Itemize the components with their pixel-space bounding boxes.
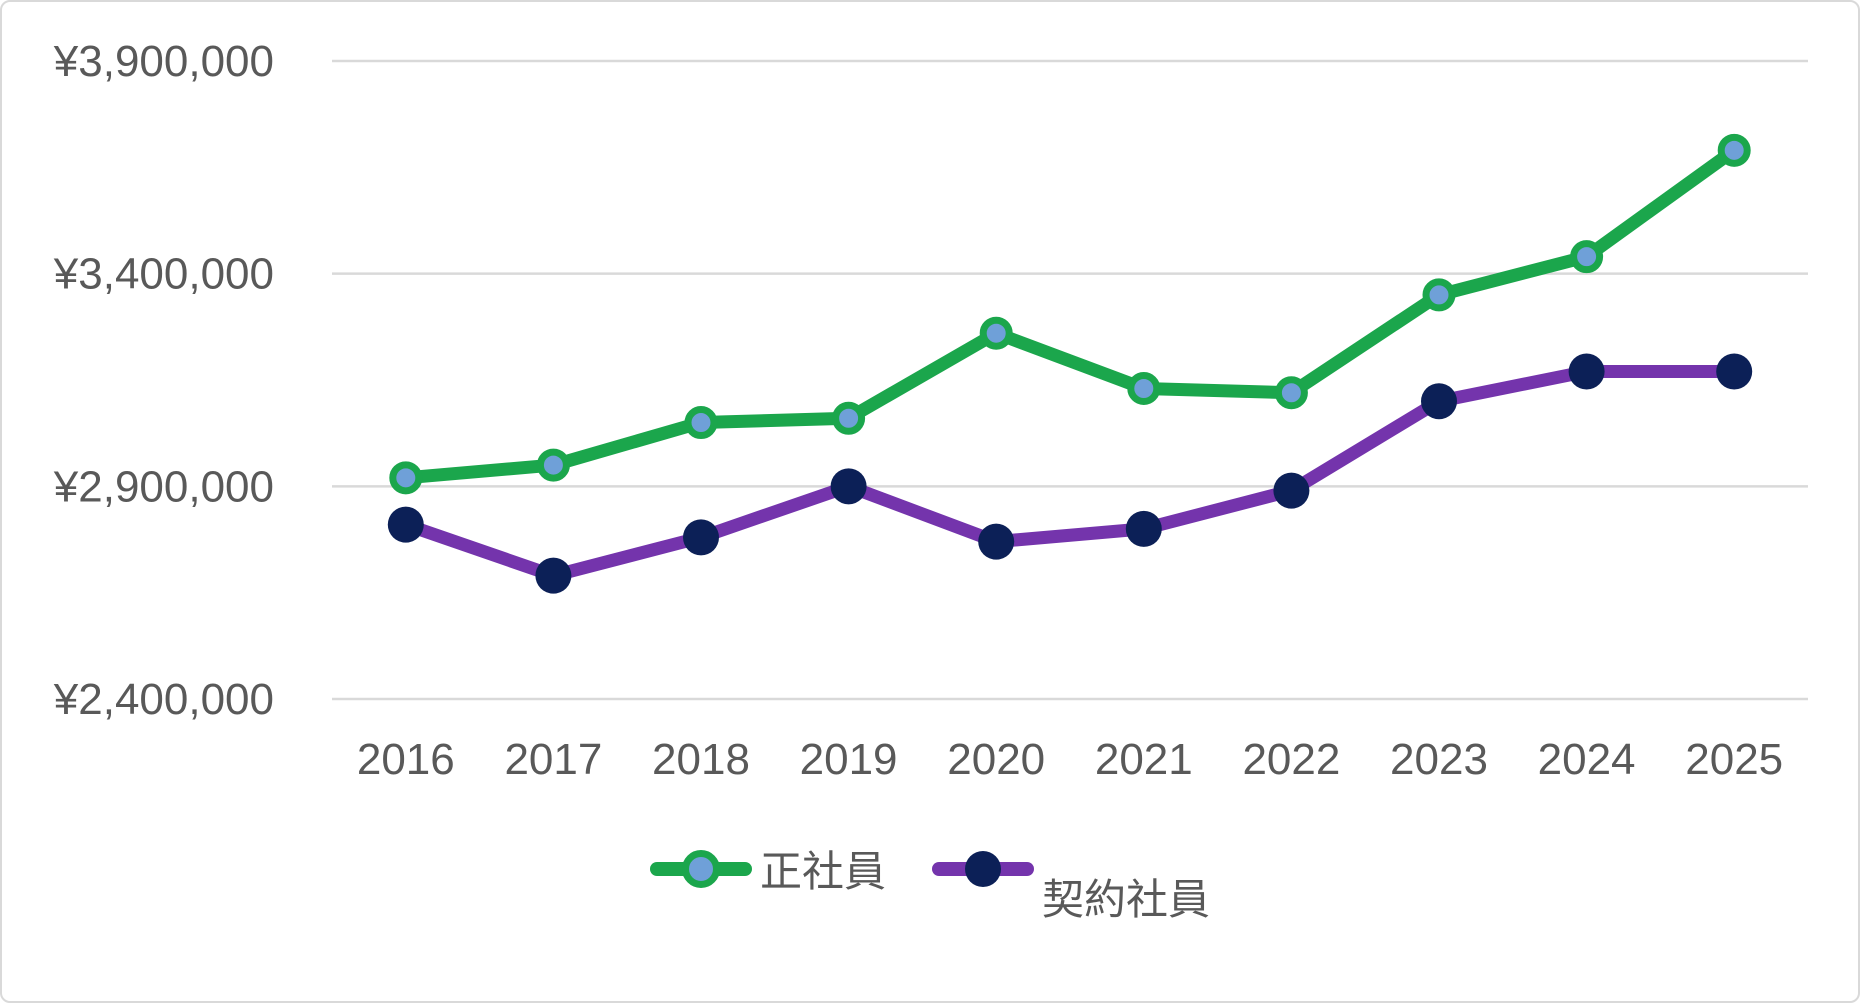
data-point-marker[interactable] [1716,353,1753,390]
x-axis-tick-label: 2022 [1242,735,1340,784]
y-axis-tick-label: ¥2,400,000 [53,675,274,724]
data-point-marker[interactable] [1568,353,1605,390]
x-axis-tick-label: 2020 [947,735,1045,784]
data-point-marker[interactable] [1127,372,1161,406]
legend-swatch-keiyakushain [932,849,1034,889]
data-point-marker[interactable] [1125,510,1162,547]
data-point-marker[interactable] [389,461,423,495]
data-point-marker[interactable] [978,523,1015,560]
data-point-marker[interactable] [1570,240,1604,274]
legend-item-keiyakushain[interactable]: 契約社員 [932,838,1210,923]
data-point-marker[interactable] [387,506,424,543]
x-axis-tick-label: 2023 [1390,735,1488,784]
series-line-1 [399,364,1741,583]
legend-item-seishain[interactable]: 正社員 [649,838,886,899]
data-point-marker[interactable] [1422,278,1456,312]
legend-marker-icon [681,849,720,888]
legend-label-keiyakushain: 契約社員 [1042,876,1211,923]
data-point-marker[interactable] [683,519,719,556]
data-point-marker[interactable] [1717,133,1751,167]
data-point-marker[interactable] [830,468,867,505]
x-axis-tick-label: 2016 [357,735,455,784]
y-axis-tick-label: ¥3,900,000 [53,37,274,86]
x-axis-tick-label: 2017 [504,735,602,784]
data-point-marker[interactable] [832,401,866,435]
legend-swatch-seishain [649,849,752,889]
data-point-marker[interactable] [684,406,718,440]
x-axis-tick-label: 2024 [1538,735,1636,784]
x-axis-tick-label: 2025 [1685,735,1783,784]
data-point-marker[interactable] [1421,383,1457,420]
legend-marker-icon [965,850,1001,887]
x-axis-tick-label: 2021 [1095,735,1193,784]
data-point-marker[interactable] [536,448,570,482]
x-axis-tick-label: 2018 [652,735,750,784]
chart-legend: 正社員 契約社員 [2,838,1858,923]
y-axis-tick-label: ¥3,400,000 [53,250,274,299]
series-line-0 [399,143,1741,485]
data-point-marker[interactable] [535,557,572,594]
x-axis-tick-label: 2019 [800,735,898,784]
y-axis-tick-label: ¥2,900,000 [53,462,274,511]
data-point-marker[interactable] [979,316,1013,350]
legend-label-seishain: 正社員 [759,848,886,895]
data-point-marker[interactable] [1274,376,1308,410]
data-point-marker[interactable] [1273,472,1310,509]
